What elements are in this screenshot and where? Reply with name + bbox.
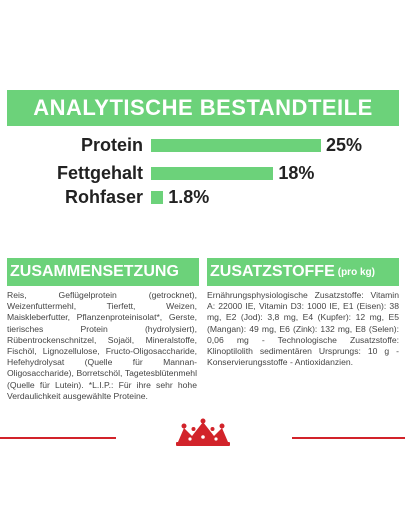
- additives-title: ZUSATZSTOFFE: [210, 263, 335, 280]
- analysis-header: ANALYTISCHE BESTANDTEILE: [7, 90, 399, 126]
- composition-title: ZUSAMMENSETZUNG: [10, 263, 179, 280]
- nutrient-value-protein: 25%: [326, 135, 363, 155]
- nutrient-label-fiber: Rohfaser: [64, 187, 143, 207]
- additives-header: ZUSATZSTOFFE (pro kg): [207, 258, 399, 286]
- composition-text: Reis, Geflügelprotein (getrocknet), Weiz…: [7, 290, 197, 401]
- footer-line-left: [0, 437, 116, 439]
- royal-crown-logo-icon: [176, 418, 230, 446]
- nutrient-bar-fat: [151, 167, 274, 180]
- additives-text: Ernährungsphysiologische Zusatzstoffe: V…: [207, 290, 399, 368]
- analysis-title: ANALYTISCHE BESTANDTEILE: [33, 95, 373, 120]
- nutrient-label-protein: Protein: [80, 135, 143, 155]
- composition-header: ZUSAMMENSETZUNG: [7, 258, 199, 286]
- nutrient-value-fiber: 1.8%: [168, 187, 210, 207]
- additives-subtitle: (pro kg): [337, 266, 375, 278]
- nutrient-list: Protein 25% Fettgehalt 18% Rohfaser 1.8%: [0, 134, 405, 214]
- footer-line-right: [292, 437, 405, 439]
- nutrient-bar-protein: [151, 139, 321, 152]
- nutrient-value-fat: 18%: [278, 163, 315, 183]
- nutrient-label-fat: Fettgehalt: [56, 163, 143, 183]
- nutrient-bar-fiber: [151, 191, 164, 204]
